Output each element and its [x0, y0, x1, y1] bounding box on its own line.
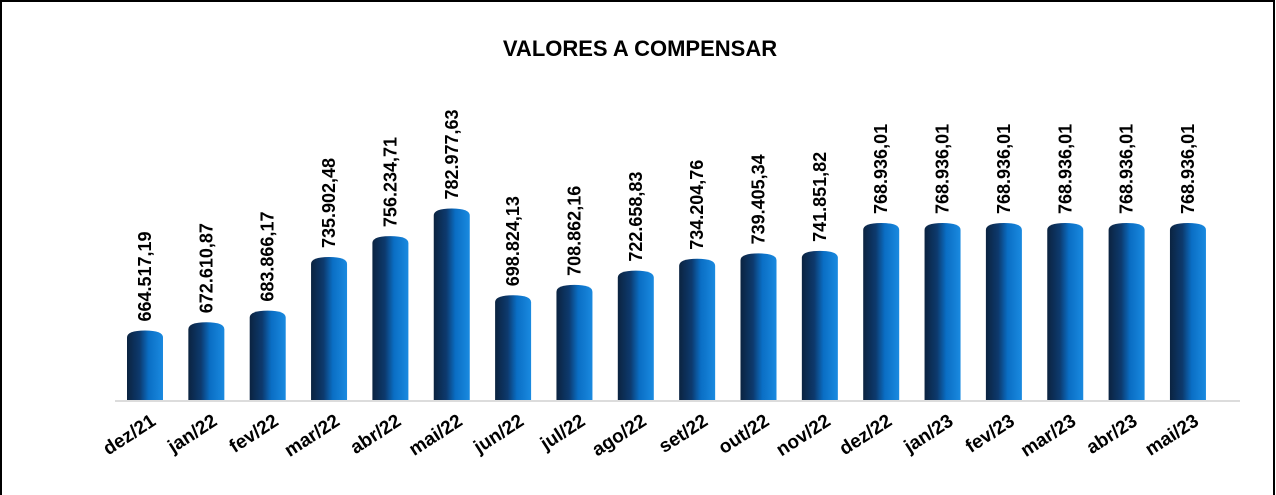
- data-label: 768.936,01: [871, 124, 891, 214]
- data-label: 739.405,34: [749, 154, 769, 244]
- bar: [372, 236, 409, 400]
- data-label: 756.234,71: [380, 137, 400, 227]
- bar: [1108, 222, 1145, 400]
- bar: [1169, 222, 1206, 400]
- data-label: 734.204,76: [687, 160, 707, 250]
- data-label: 698.824,13: [503, 196, 523, 286]
- bar: [801, 250, 838, 400]
- data-label: 768.936,01: [933, 124, 953, 214]
- data-label: 768.936,01: [1055, 124, 1075, 214]
- data-label: 782.977,63: [442, 109, 462, 199]
- bar: [433, 208, 470, 400]
- data-label: 664.517,19: [135, 231, 155, 321]
- bar: [985, 222, 1022, 400]
- data-label: 735.902,48: [319, 158, 339, 248]
- data-label: 683.866,17: [258, 212, 278, 302]
- bar: [863, 222, 900, 400]
- bar: [127, 330, 163, 400]
- data-label: 741.851,82: [810, 152, 830, 242]
- bar: [679, 258, 716, 400]
- data-label: 672.610,87: [196, 223, 216, 313]
- bar: [556, 284, 593, 400]
- bar: [617, 270, 654, 400]
- data-label: 768.936,01: [994, 124, 1014, 214]
- bar: [188, 322, 225, 400]
- bar: [311, 257, 348, 400]
- data-label: 722.658,83: [626, 172, 646, 262]
- data-label: 708.862,16: [564, 186, 584, 276]
- chart-title: VALORES A COMPENSAR: [503, 36, 777, 61]
- bar: [740, 253, 777, 400]
- bar: [924, 222, 961, 400]
- bar: [1047, 222, 1084, 400]
- data-label: 768.936,01: [1117, 124, 1137, 214]
- bar: [495, 295, 532, 400]
- data-label: 768.936,01: [1178, 124, 1198, 214]
- bar: [249, 310, 286, 400]
